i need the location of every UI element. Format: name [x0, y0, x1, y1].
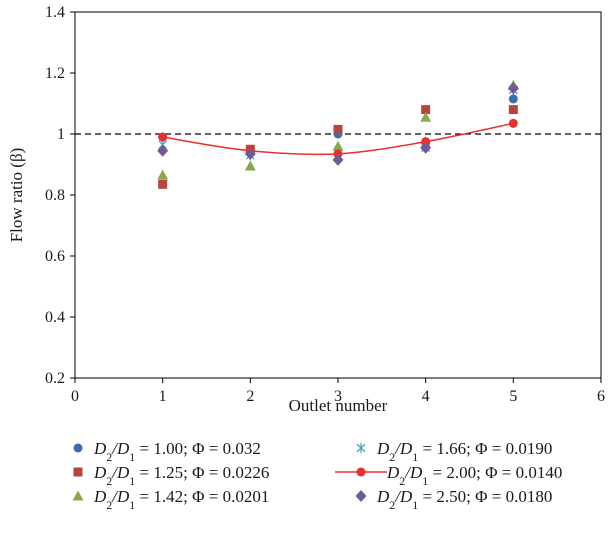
- x-tick-label: 4: [422, 388, 430, 405]
- data-point: [157, 169, 169, 180]
- data-point: [158, 132, 168, 142]
- plot-area: 0 1 2 3 4 5 6 0.2 0.4 0.6 0.8 1 1.2 1.4 Outlet number F…: [7, 4, 605, 415]
- x-tick-label: 0: [71, 388, 79, 405]
- data-point: [421, 105, 431, 115]
- legend-label: D2/D1 = 1.00; Φ = 0.032: [93, 439, 261, 464]
- series-5: [158, 118, 518, 159]
- data-point: [157, 144, 169, 157]
- data-point: [332, 153, 344, 166]
- legend-marker: [73, 467, 83, 477]
- y-tick-label: 0.4: [45, 309, 65, 326]
- x-axis-label: Outlet number: [289, 396, 388, 415]
- data-point: [507, 82, 519, 95]
- legend-item-6: D2/D1 = 2.50; Φ = 0.0180: [355, 487, 552, 512]
- y-tick-label: 1.2: [45, 65, 65, 82]
- x-tick-label: 3: [334, 388, 342, 405]
- y-tick-label: 0.2: [45, 370, 65, 387]
- legend-item-4: D2/D1 = 1.66; Φ = 0.0190: [356, 439, 552, 464]
- legend-label: D2/D1 = 2.00; Φ = 0.0140: [386, 463, 562, 488]
- legend-marker: [356, 443, 366, 453]
- y-tick-label: 0.8: [45, 187, 65, 204]
- plot-frame: [74, 11, 602, 379]
- legend-label: D2/D1 = 1.42; Φ = 0.0201: [93, 487, 269, 512]
- legend-marker: [72, 490, 84, 501]
- y-tick-label: 1: [57, 126, 65, 143]
- data-point: [332, 140, 344, 151]
- legend-item-2: D2/D1 = 1.25; Φ = 0.0226: [73, 463, 269, 488]
- legend-item-3: D2/D1 = 1.42; Φ = 0.0201: [72, 487, 269, 512]
- data-point: [508, 118, 518, 128]
- x-tick-label: 5: [509, 388, 517, 405]
- x-tick-label: 2: [246, 388, 254, 405]
- data-point: [244, 160, 256, 171]
- legend-label: D2/D1 = 1.66; Φ = 0.0190: [376, 439, 552, 464]
- legend-marker: [356, 467, 366, 477]
- y-axis-label: Flow ratio (β): [7, 148, 26, 243]
- y-tick-label: 1.4: [45, 4, 65, 21]
- x-tick-label: 1: [159, 388, 167, 405]
- data-point: [508, 105, 518, 115]
- legend-label: D2/D1 = 2.50; Φ = 0.0180: [376, 487, 552, 512]
- series-6: [157, 82, 519, 166]
- data-point: [420, 111, 432, 122]
- x-tick-label: 6: [597, 388, 605, 405]
- data-point: [333, 149, 343, 159]
- legend-item-1: D2/D1 = 1.00; Φ = 0.032: [73, 439, 261, 464]
- data-point: [158, 179, 168, 189]
- legend-marker: [73, 443, 83, 453]
- data-point: [420, 141, 432, 154]
- legend-label: D2/D1 = 1.25; Φ = 0.0226: [93, 463, 269, 488]
- y-tick-label: 0.6: [45, 248, 65, 265]
- data-point: [508, 94, 518, 104]
- legend-marker: [355, 490, 367, 502]
- data-point: [333, 124, 343, 134]
- legend-item-5: D2/D1 = 2.00; Φ = 0.0140: [335, 463, 562, 488]
- data-point: [421, 137, 431, 147]
- data-point: [244, 147, 256, 160]
